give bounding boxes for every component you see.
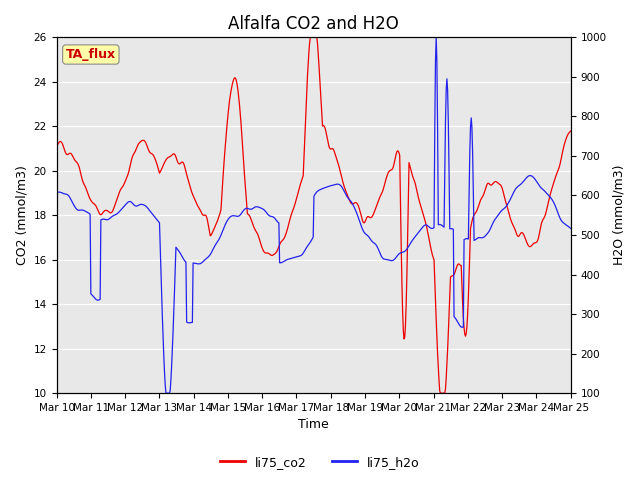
li75_co2 [62, 150, 70, 156]
li75_h2o [115, 209, 123, 215]
li75_co2 [307, 35, 314, 40]
li75_co2 [195, 204, 202, 209]
li75_h2o [52, 189, 60, 195]
li75_co2 [167, 153, 175, 159]
Line: li75_co2: li75_co2 [56, 37, 571, 393]
Y-axis label: H2O (mmol/m3): H2O (mmol/m3) [612, 165, 625, 265]
Line: li75_h2o: li75_h2o [56, 37, 571, 393]
Text: TA_flux: TA_flux [66, 48, 116, 61]
li75_co2 [567, 128, 575, 134]
Title: Alfalfa CO2 and H2O: Alfalfa CO2 and H2O [228, 15, 399, 33]
Legend: li75_co2, li75_h2o: li75_co2, li75_h2o [215, 451, 425, 474]
li75_co2 [115, 191, 123, 197]
li75_h2o [433, 35, 440, 40]
li75_co2 [392, 154, 399, 160]
X-axis label: Time: Time [298, 419, 329, 432]
Y-axis label: CO2 (mmol/m3): CO2 (mmol/m3) [15, 165, 28, 265]
li75_co2 [52, 144, 60, 150]
li75_co2 [436, 390, 444, 396]
li75_h2o [195, 261, 203, 267]
li75_h2o [392, 255, 399, 261]
li75_h2o [62, 191, 70, 197]
li75_h2o [162, 390, 170, 396]
li75_h2o [168, 363, 175, 369]
li75_co2 [376, 193, 384, 199]
li75_h2o [567, 225, 575, 231]
li75_h2o [376, 252, 384, 257]
